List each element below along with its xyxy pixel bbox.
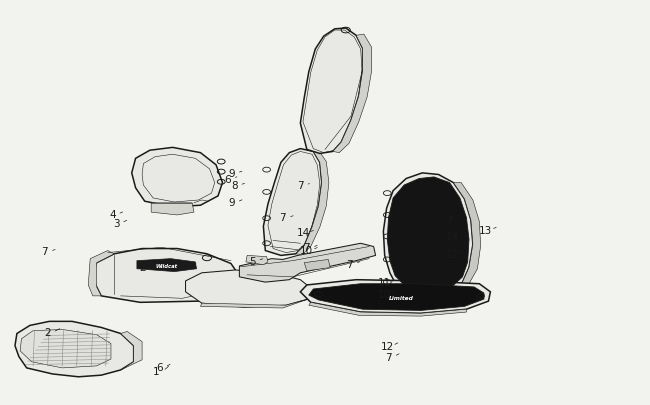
Text: 8: 8 (231, 181, 237, 190)
Polygon shape (309, 303, 467, 316)
Text: 13: 13 (479, 225, 493, 235)
Polygon shape (151, 203, 194, 215)
Text: 7: 7 (42, 247, 48, 257)
Polygon shape (450, 183, 480, 294)
Polygon shape (309, 284, 484, 311)
Polygon shape (121, 332, 142, 370)
Text: 7: 7 (297, 181, 304, 190)
Polygon shape (384, 173, 473, 296)
Text: 7: 7 (280, 213, 286, 223)
Text: 9: 9 (228, 168, 235, 179)
Polygon shape (137, 259, 196, 272)
Text: 2: 2 (44, 328, 51, 337)
Polygon shape (296, 151, 329, 255)
Text: 7: 7 (346, 259, 353, 269)
Text: 11: 11 (378, 277, 391, 288)
Text: 10: 10 (378, 290, 391, 300)
Text: 7: 7 (446, 216, 453, 226)
Text: 6: 6 (156, 362, 163, 372)
Text: 2: 2 (139, 262, 146, 272)
Text: 10: 10 (300, 245, 313, 255)
Text: 7: 7 (304, 243, 310, 253)
Text: 4: 4 (109, 210, 116, 220)
Polygon shape (93, 249, 242, 303)
Polygon shape (132, 148, 222, 207)
Text: 7: 7 (385, 352, 392, 362)
Text: 12: 12 (381, 341, 394, 351)
Polygon shape (387, 177, 469, 292)
Text: Wildcat: Wildcat (156, 263, 178, 268)
Text: 5: 5 (249, 256, 255, 266)
Text: 14: 14 (296, 228, 309, 238)
Polygon shape (239, 244, 376, 282)
Polygon shape (333, 35, 372, 153)
Polygon shape (263, 149, 322, 256)
Polygon shape (185, 270, 312, 307)
Polygon shape (246, 256, 268, 265)
Polygon shape (300, 280, 490, 313)
Polygon shape (88, 251, 114, 296)
Text: 1: 1 (153, 366, 160, 376)
Polygon shape (200, 298, 311, 308)
Text: 6: 6 (224, 174, 231, 184)
Polygon shape (304, 260, 330, 271)
Text: 12: 12 (445, 249, 459, 259)
Text: Limited: Limited (389, 295, 414, 300)
Text: 14: 14 (445, 232, 459, 242)
Text: 7: 7 (182, 261, 189, 271)
Text: 9: 9 (228, 198, 235, 207)
Polygon shape (20, 330, 111, 368)
Text: 3: 3 (113, 219, 120, 228)
Polygon shape (15, 322, 134, 377)
Polygon shape (300, 29, 363, 154)
